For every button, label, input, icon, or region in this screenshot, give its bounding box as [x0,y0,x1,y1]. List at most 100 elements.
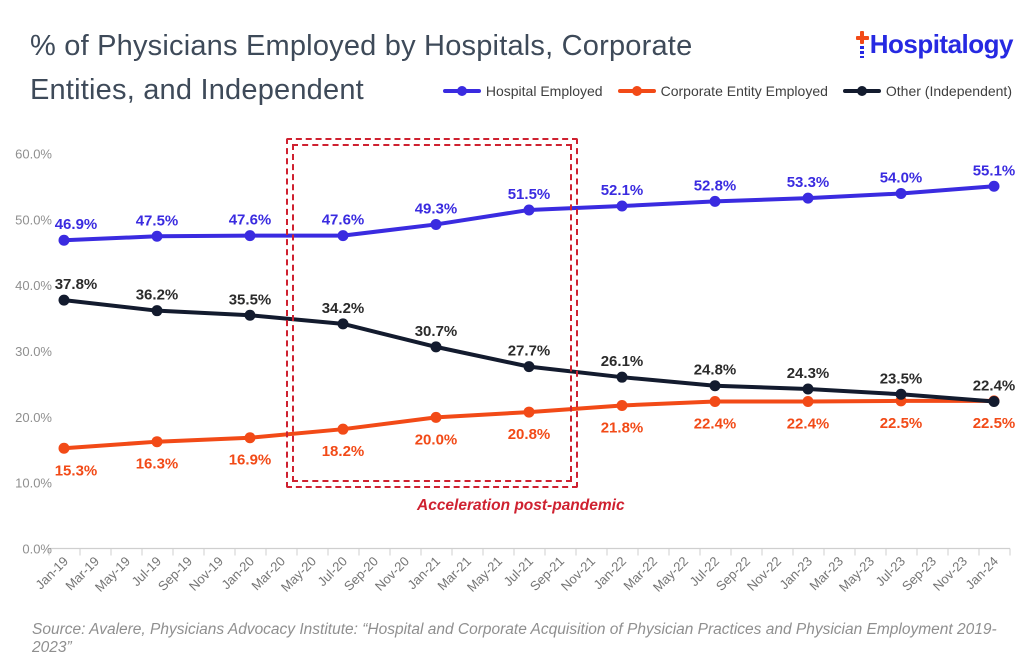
data-point [523,361,535,373]
data-point [430,218,442,230]
data-point [709,195,721,207]
plus-icon [855,31,869,44]
data-label: 22.5% [973,415,1016,432]
data-label: 20.0% [415,431,458,448]
data-point [430,341,442,353]
data-label: 52.1% [601,182,644,199]
x-tick-label: Jan-24 [962,554,1001,593]
data-point [988,180,1000,192]
data-label: 22.5% [880,415,923,432]
data-label: 53.3% [787,174,830,191]
chart-title-line1: % of Physicians Employed by Hospitals, C… [30,30,693,62]
chart-legend: Hospital Employed Corporate Entity Emplo… [442,83,1012,99]
data-label: 47.5% [136,212,179,229]
data-label: 52.8% [694,177,737,194]
chart-title: % of Physicians Employed by Hospitals, C… [30,24,830,112]
data-point [523,406,535,418]
data-point [988,396,1000,408]
legend-label: Hospital Employed [485,83,603,99]
data-point [895,388,907,400]
data-label: 46.9% [55,216,98,233]
data-point [430,411,442,423]
data-label: 49.3% [415,200,458,217]
data-label: 20.8% [508,426,551,443]
legend-item-other-independent: Other (Independent) [842,83,1012,99]
dashed-stem-icon [860,46,865,58]
data-point [151,436,163,448]
y-tick-label: 50.0% [15,212,52,227]
x-tick-label: May-20 [278,554,319,595]
y-tick-label: 60.0% [15,147,52,162]
data-label: 22.4% [973,378,1016,395]
data-label: 16.9% [229,452,272,469]
x-axis: Jan-19Mar-19May-19Jul-19Sep-19Nov-19Jan-… [32,547,1011,595]
data-point [58,442,70,454]
x-tick-label: Nov-19 [186,554,226,594]
data-label: 30.7% [415,323,458,340]
data-point [244,432,256,444]
data-point [616,399,628,411]
data-point [151,230,163,242]
data-point [337,230,349,242]
data-label: 54.0% [880,170,923,187]
data-point [709,396,721,408]
data-label: 16.3% [136,456,179,473]
data-point [802,383,814,395]
line-dot-marker-icon [617,86,656,95]
data-label: 23.5% [880,370,923,387]
hospitalogy-logo: Hospitalogy [855,28,1014,60]
line-dot-marker-icon [842,86,881,95]
y-tick-label: 20.0% [15,410,52,425]
data-label: 18.2% [322,443,365,460]
legend-item-corporate-entity-employed: Corporate Entity Employed [617,83,828,99]
x-tick-label: Nov-20 [372,554,412,594]
data-label: 34.2% [322,300,365,317]
logo-plus-icon [855,28,871,60]
data-label: 24.8% [694,362,737,379]
data-point [802,396,814,408]
series-other-independent: 37.8% 36.2% 35.5% 34.2% 30.7% 27.7% 26.1% 24.8%… [55,276,1016,408]
data-point [895,188,907,200]
x-tick-label: Nov-23 [930,554,970,594]
data-point [337,318,349,330]
x-tick-label: May-21 [464,554,505,595]
logo-text: Hospitalogy [869,28,1014,59]
data-point [58,234,70,246]
legend-label: Corporate Entity Employed [660,83,828,99]
y-tick-label: 40.0% [15,278,52,293]
y-tick-label: 30.0% [15,344,52,359]
x-tick-label: May-22 [650,554,691,595]
data-point [616,200,628,212]
x-tick-label: Nov-21 [558,554,598,594]
y-axis: 0.0% 10.0% 20.0% 30.0% 40.0% 50.0% 60.0% [15,147,52,557]
x-tick-label: May-19 [92,554,133,595]
x-tick-label: May-23 [836,554,877,595]
chart-title-line2: Entities, and Independent [30,74,364,106]
series-corporate-entity-employed: 15.3% 16.3% 16.9% 18.2% 20.0% 20.8% 21.8% 22.4%… [55,395,1016,479]
source-text: Source: Avalere, Physicians Advocacy Ins… [32,621,997,656]
data-label: 35.5% [229,291,272,308]
series-hospital-employed: 46.9% 47.5% 47.6% 47.6% 49.3% 51.5% 52.1% 52.8%… [55,162,1016,246]
data-point [337,423,349,435]
data-label: 15.3% [55,462,98,479]
data-point [244,309,256,321]
data-label: 51.5% [508,186,551,203]
legend-item-hospital-employed: Hospital Employed [442,83,603,99]
x-tick-label: Nov-22 [744,554,784,594]
data-label: 37.8% [55,276,98,293]
data-label: 36.2% [136,287,179,304]
data-point [616,371,628,383]
y-tick-label: 0.0% [22,542,52,557]
data-label: 21.8% [601,419,644,436]
legend-label: Other (Independent) [885,83,1012,99]
data-label: 47.6% [322,212,365,229]
data-label: 24.3% [787,365,830,382]
data-label: 55.1% [973,162,1016,179]
data-point [523,204,535,216]
data-label: 22.4% [787,416,830,433]
data-label: 22.4% [694,416,737,433]
line-dot-marker-icon [442,86,481,95]
data-label: 47.6% [229,212,272,229]
